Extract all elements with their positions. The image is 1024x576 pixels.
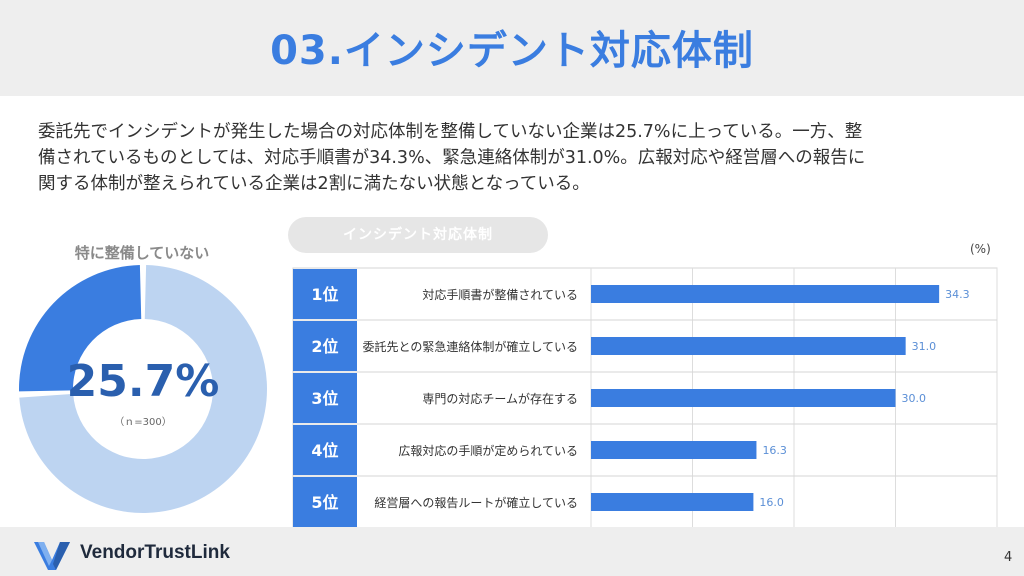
sample-size-note: （ｎ=300） (114, 417, 172, 428)
rank-cell (293, 477, 357, 527)
rank-cell (293, 425, 357, 475)
page-title: 03.インシデント対応体制 (270, 28, 754, 74)
rank-label: 2位 (311, 337, 338, 356)
bar (591, 389, 896, 407)
brand-logo-icon (34, 542, 70, 570)
rank-label: 1位 (311, 285, 338, 304)
rank-label: 5位 (311, 493, 338, 512)
summary-text: 委託先でインシデントが発生した場合の対応体制を整備していない企業は25.7%に上… (38, 119, 998, 197)
page-number: 4 (1004, 550, 1013, 565)
data-label: 34.3 (945, 288, 970, 301)
donut-segment-rest (19, 265, 267, 513)
rank-label: 4位 (311, 441, 338, 460)
unit-label: (%) (970, 242, 991, 256)
bar (591, 441, 757, 459)
category-label: 広報対応の手順が定められている (398, 443, 578, 458)
data-label: 16.0 (759, 496, 784, 509)
category-label: 委託先との緊急連絡体制が確立している (362, 339, 578, 354)
donut-label: 特に整備していない (74, 244, 210, 262)
rank-cell (293, 269, 357, 319)
data-label: 31.0 (912, 340, 937, 353)
donut-chart (19, 265, 267, 513)
bar (591, 493, 754, 511)
data-label: 16.3 (762, 444, 787, 457)
summary-line: 委託先でインシデントが発生した場合の対応体制を整備していない企業は25.7%に上… (38, 122, 863, 142)
donut-value: 25.7% (66, 356, 220, 407)
category-label: 専門の対応チームが存在する (422, 391, 578, 406)
bar (591, 285, 940, 303)
category-label: 経営層への報告ルートが確立している (374, 495, 578, 510)
donut-segment-not-prepared (19, 265, 142, 392)
data-label: 30.0 (902, 392, 927, 405)
summary-line: 関する体制が整えられている企業は2割に満たない状態となっている。 (38, 174, 590, 194)
rank-label: 3位 (311, 389, 338, 408)
header-band (0, 0, 1024, 96)
brand-name: VendorTrustLink (80, 542, 230, 563)
rank-cell (293, 373, 357, 423)
bar (591, 337, 906, 355)
summary-line: 備されているものとしては、対応手順書が34.3%、緊急連絡体制が31.0%。広報… (38, 148, 866, 168)
chart-frame (292, 267, 998, 529)
category-label: 対応手順書が整備されている (422, 287, 578, 302)
chart-title: インシデント対応体制 (288, 217, 548, 253)
rank-cell (293, 321, 357, 371)
footer-band (0, 527, 1024, 576)
